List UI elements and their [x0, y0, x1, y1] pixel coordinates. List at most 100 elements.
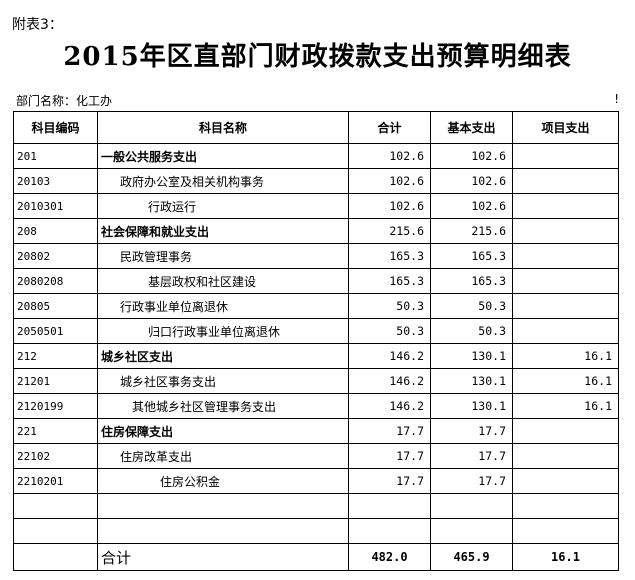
cell-project	[512, 468, 619, 494]
cell-code: 21201	[13, 368, 98, 394]
column-header-project: 项目支出	[512, 111, 619, 144]
cell-project	[512, 143, 619, 169]
cell-basic: 130.1	[430, 393, 513, 419]
cell-project	[512, 268, 619, 294]
cell-total: 102.6	[348, 193, 431, 219]
cell-project	[512, 243, 619, 269]
cell-name: 行政运行	[97, 193, 349, 219]
cell-project	[512, 318, 619, 344]
cell-name: 社会保障和就业支出	[97, 218, 349, 244]
cell-name: 其他城乡社区管理事务支出	[97, 393, 349, 419]
table-row	[13, 518, 619, 544]
cell-code: 22102	[13, 443, 98, 469]
cell-basic: 130.1	[430, 368, 513, 394]
column-header-basic: 基本支出	[430, 111, 513, 144]
table-row: 2210201 住房公积金 17.7 17.7	[13, 468, 619, 494]
table-row: 221 住房保障支出 17.7 17.7	[13, 418, 619, 444]
cell-basic: 102.6	[430, 143, 513, 169]
cell-basic: 215.6	[430, 218, 513, 244]
cell-name: 行政事业单位离退休	[97, 293, 349, 319]
cell-project	[512, 493, 619, 519]
table-row: 21201 城乡社区事务支出 146.2 130.1 16.1	[13, 368, 619, 394]
table-body: 201 一般公共服务支出 102.6 102.6 20103 政府办公室及相关机构事务 10…	[13, 143, 619, 544]
page-title: 2015年区直部门财政拨款支出预算明细表	[63, 42, 572, 72]
cell-basic: 50.3	[430, 318, 513, 344]
column-header-code: 科目编码	[13, 111, 98, 144]
cell-total: 146.2	[348, 343, 431, 369]
cell-code: 221	[13, 418, 98, 444]
cell-basic: 165.3	[430, 268, 513, 294]
cell-total: 165.3	[348, 268, 431, 294]
cell-code: 2080208	[13, 268, 98, 294]
cell-basic: 17.7	[430, 443, 513, 469]
total-row-code	[13, 543, 98, 571]
cell-project	[512, 193, 619, 219]
column-header-name: 科目名称	[97, 111, 349, 144]
cell-code: 20802	[13, 243, 98, 269]
unit-label: !	[614, 92, 619, 106]
table-row: 2120199 其他城乡社区管理事务支出 146.2 130.1 16.1	[13, 393, 619, 419]
cell-total: 146.2	[348, 393, 431, 419]
cell-name: 政府办公室及相关机构事务	[97, 168, 349, 194]
cell-total: 215.6	[348, 218, 431, 244]
table-row: 2080208 基层政权和社区建设 165.3 165.3	[13, 268, 619, 294]
cell-code: 212	[13, 343, 98, 369]
cell-name	[97, 493, 349, 519]
cell-basic: 102.6	[430, 193, 513, 219]
cell-code: 201	[13, 143, 98, 169]
cell-project: 16.1	[512, 393, 619, 419]
cell-project	[512, 518, 619, 544]
column-header-total: 合计	[348, 111, 431, 144]
table-row: 20103 政府办公室及相关机构事务 102.6 102.6	[13, 168, 619, 194]
cell-name: 归口行政事业单位离退休	[97, 318, 349, 344]
cell-project: 16.1	[512, 343, 619, 369]
cell-project	[512, 443, 619, 469]
department-name: 部门名称：化工办	[16, 94, 113, 108]
total-row-label: 合计	[97, 543, 349, 571]
cell-project	[512, 418, 619, 444]
total-row-project: 16.1	[512, 543, 619, 571]
table-row: 2010301 行政运行 102.6 102.6	[13, 193, 619, 219]
cell-name: 一般公共服务支出	[97, 143, 349, 169]
table-row: 20805 行政事业单位离退休 50.3 50.3	[13, 293, 619, 319]
table-row: 201 一般公共服务支出 102.6 102.6	[13, 143, 619, 169]
cell-name: 住房改革支出	[97, 443, 349, 469]
cell-project	[512, 293, 619, 319]
cell-code	[13, 493, 98, 519]
cell-code: 2120199	[13, 393, 98, 419]
cell-total: 50.3	[348, 318, 431, 344]
cell-basic: 165.3	[430, 243, 513, 269]
cell-code: 2210201	[13, 468, 98, 494]
cell-name: 基层政权和社区建设	[97, 268, 349, 294]
cell-project	[512, 168, 619, 194]
cell-total	[348, 493, 431, 519]
table-row: 208 社会保障和就业支出 215.6 215.6	[13, 218, 619, 244]
cell-name	[97, 518, 349, 544]
cell-total: 102.6	[348, 143, 431, 169]
cell-total: 165.3	[348, 243, 431, 269]
table-header-row: 科目编码 科目名称 合计 基本支出 项目支出	[13, 111, 619, 144]
cell-basic: 17.7	[430, 468, 513, 494]
cell-name: 住房保障支出	[97, 418, 349, 444]
cell-name: 城乡社区支出	[97, 343, 349, 369]
cell-total: 17.7	[348, 468, 431, 494]
cell-total: 102.6	[348, 168, 431, 194]
total-row: 合计 482.0 465.9 16.1	[13, 543, 619, 571]
cell-code	[13, 518, 98, 544]
cell-name: 住房公积金	[97, 468, 349, 494]
table-row: 20802 民政管理事务 165.3 165.3	[13, 243, 619, 269]
attachment-label: 附表3：	[12, 17, 63, 33]
cell-basic: 17.7	[430, 418, 513, 444]
cell-code: 2050501	[13, 318, 98, 344]
cell-name: 民政管理事务	[97, 243, 349, 269]
total-row-total: 482.0	[348, 543, 431, 571]
cell-total: 146.2	[348, 368, 431, 394]
table-row: 2050501 归口行政事业单位离退休 50.3 50.3	[13, 318, 619, 344]
cell-total: 17.7	[348, 443, 431, 469]
cell-code: 208	[13, 218, 98, 244]
table-row	[13, 493, 619, 519]
cell-code: 20805	[13, 293, 98, 319]
cell-total	[348, 518, 431, 544]
cell-basic	[430, 518, 513, 544]
cell-project	[512, 218, 619, 244]
